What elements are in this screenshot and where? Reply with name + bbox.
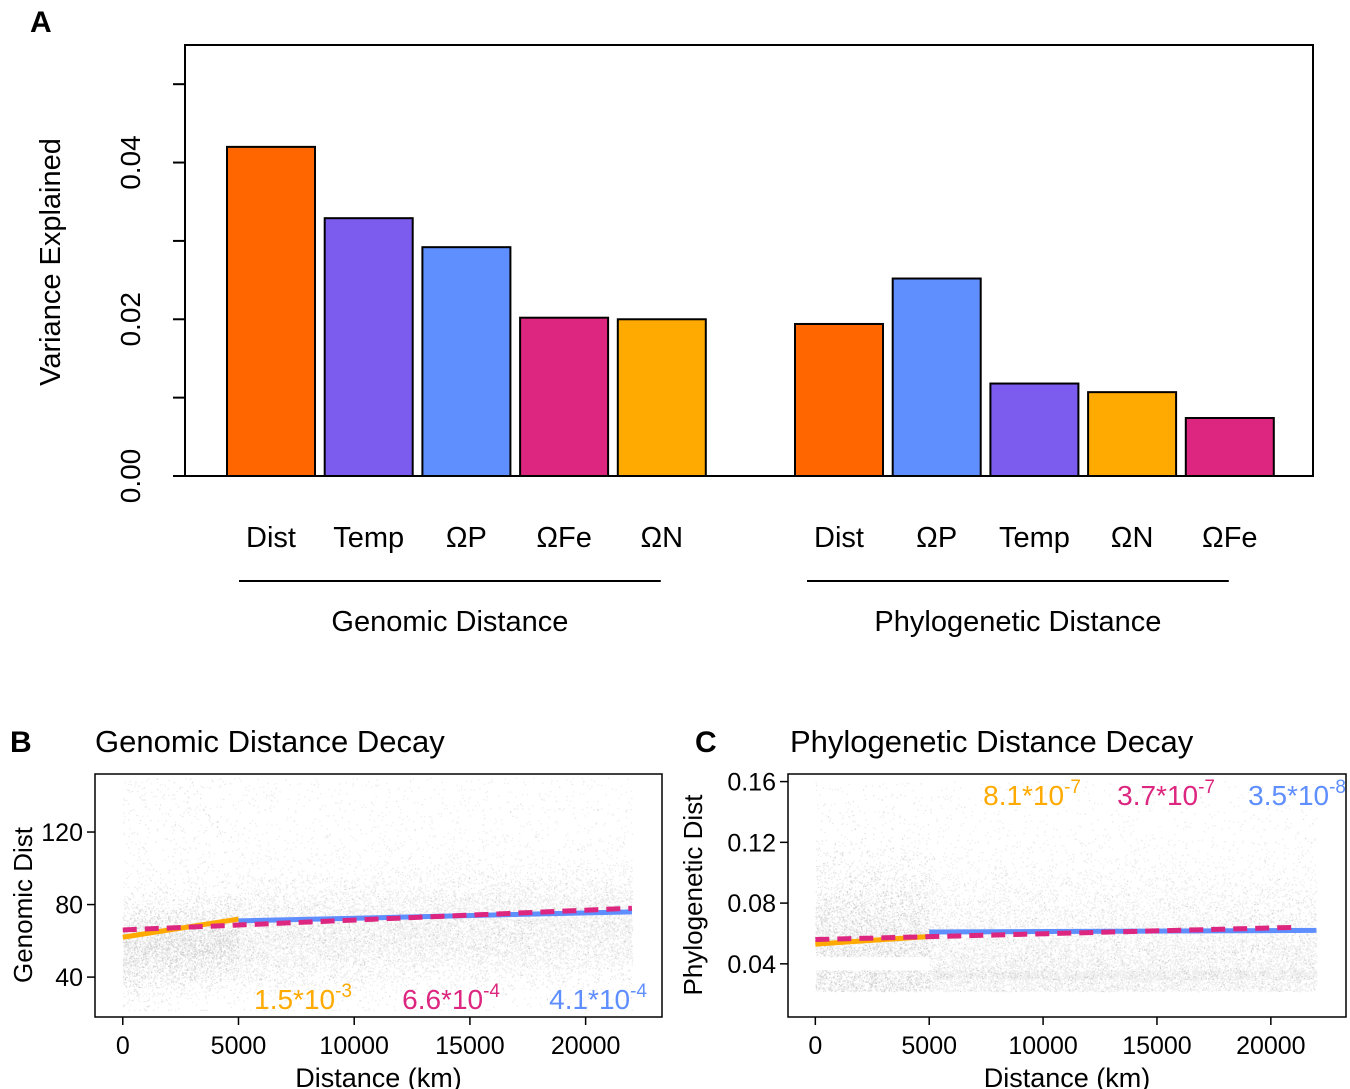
slope-exponent: -4 — [630, 981, 647, 1002]
x-tick-label: 20000 — [551, 1032, 621, 1060]
scatter-points — [815, 781, 1318, 993]
bar-phylogenetic-ωn — [1087, 391, 1178, 477]
y-axis-label: Variance Explained — [35, 138, 67, 386]
point-cloud — [122, 777, 634, 1011]
panel-label-c: C — [695, 726, 717, 759]
point-cloud — [815, 781, 1318, 993]
bar-phylogenetic-ωp — [891, 277, 982, 478]
bar-phylogenetic-ωfe — [1184, 417, 1275, 477]
bar-phylogenetic-dist — [794, 322, 884, 477]
panel-label-b: B — [10, 726, 32, 759]
y-tick-label: 0.12 — [727, 829, 776, 857]
slope-annotation: 6.6*10-4 — [402, 981, 500, 1015]
bar-genomic-ωp — [421, 246, 512, 477]
plot-title: Phylogenetic Distance Decay — [790, 724, 1194, 759]
y-tick-label: 80 — [55, 892, 83, 920]
bar-genomic-ωfe — [519, 316, 610, 477]
y-axis-label: Genomic Dist — [8, 826, 38, 983]
panel-b-scatter-plot: B Genomic Distance Decay 0 5000 10000 15000 20… — [8, 724, 663, 1089]
x-axis-label: Distance (km) — [984, 1063, 1151, 1089]
fit-line-overall — [122, 905, 633, 933]
x-category-label: ΩN — [640, 522, 683, 554]
bar-phylogenetic-temp — [989, 382, 1080, 478]
x-category-label: Dist — [246, 522, 296, 554]
x-category-label: Temp — [333, 522, 404, 554]
x-tick-label: 15000 — [435, 1032, 505, 1060]
slope-base: 3.5*10 — [1248, 780, 1329, 811]
x-tick-label: 0 — [808, 1032, 822, 1060]
fit-line-far — [929, 927, 1317, 935]
y-tick-label: 0.00 — [115, 449, 146, 504]
group-label: Genomic Distance — [331, 606, 568, 638]
plot-frame — [94, 773, 663, 1018]
slope-annotation: 8.1*10-7 — [983, 777, 1081, 811]
scatter-points-dense — [122, 778, 634, 1011]
slope-exponent: -4 — [483, 981, 500, 1002]
slope-base: 8.1*10 — [983, 780, 1064, 811]
y-tick-label: 0.04 — [727, 951, 776, 979]
y-tick-label: 0.02 — [115, 292, 146, 347]
y-tick-label: 40 — [55, 964, 83, 992]
slope-annotation: 3.7*10-7 — [1117, 777, 1215, 811]
panel-c-scatter-plot: C Phylogenetic Distance Decay 0 5000 10000 15… — [678, 724, 1347, 1089]
y-tick-label: 0.16 — [727, 769, 776, 797]
x-tick-label: 5000 — [211, 1032, 267, 1060]
panel-a-bar-chart: A 0.00 0.02 0.04 Variance Explained Dist Temp Ω… — [30, 6, 1314, 638]
x-tick-label: 0 — [116, 1032, 130, 1060]
plot-frame — [184, 44, 1314, 477]
x-category-label: ΩFe — [1202, 522, 1258, 554]
bar-genomic-dist — [226, 145, 316, 477]
x-category-label: Dist — [814, 522, 864, 554]
x-tick-label: 10000 — [1008, 1032, 1078, 1060]
slope-base: 3.7*10 — [1117, 780, 1198, 811]
slope-exponent: -7 — [1198, 777, 1215, 798]
plot-frame — [787, 773, 1347, 1018]
x-category-label: ΩP — [446, 522, 487, 554]
x-category-label: Temp — [999, 522, 1070, 554]
slope-base: 4.1*10 — [549, 984, 630, 1015]
x-tick-label: 15000 — [1122, 1032, 1192, 1060]
y-axis-label: Phylogenetic Dist — [678, 794, 708, 996]
x-tick-label: 10000 — [319, 1032, 389, 1060]
slope-annotation: 1.5*10-3 — [254, 981, 352, 1015]
x-tick-label: 5000 — [901, 1032, 957, 1060]
plot-title: Genomic Distance Decay — [95, 724, 445, 759]
bar-genomic-temp — [323, 217, 414, 478]
slope-base: 6.6*10 — [402, 984, 483, 1015]
panel-label-a: A — [30, 6, 52, 39]
y-tick-label: 120 — [41, 819, 83, 847]
slope-annotation: 3.5*10-8 — [1248, 777, 1346, 811]
scatter-points — [122, 777, 634, 1011]
slope-exponent: -3 — [335, 981, 352, 1002]
x-category-label: ΩN — [1111, 522, 1154, 554]
slope-annotation: 4.1*10-4 — [549, 981, 647, 1015]
slope-exponent: -7 — [1064, 777, 1081, 798]
fit-line-overall — [815, 924, 1294, 943]
slope-exponent: -8 — [1329, 777, 1346, 798]
bar-genomic-ωn — [616, 318, 707, 478]
y-tick-label: 0.04 — [115, 135, 146, 190]
x-category-label: ΩFe — [536, 522, 592, 554]
x-axis-label: Distance (km) — [295, 1063, 462, 1089]
y-tick-label: 0.08 — [727, 890, 776, 918]
x-tick-label: 20000 — [1236, 1032, 1306, 1060]
group-label: Phylogenetic Distance — [874, 606, 1161, 638]
slope-base: 1.5*10 — [254, 984, 335, 1015]
x-category-label: ΩP — [916, 522, 957, 554]
